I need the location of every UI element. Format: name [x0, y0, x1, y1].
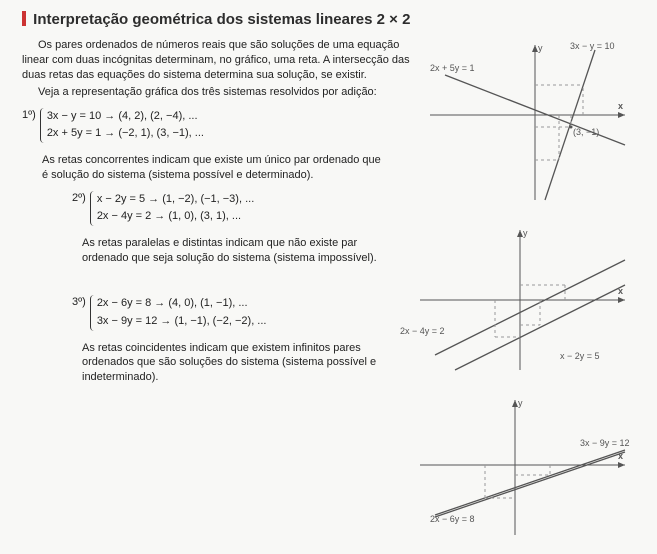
case-3-brace: 2x − 6y = 8 → (4, 0), (1, −1), ... 3x − … — [90, 295, 267, 330]
graph-1-eq2-label: 3x − y = 10 — [570, 40, 615, 52]
case-2-num: 2º) — [72, 191, 86, 206]
graph-2-svg — [400, 225, 635, 375]
intro-para-1: Os pares ordenados de números reais que … — [22, 38, 412, 83]
case-1-explain: As retas concorrentes indicam que existe… — [42, 153, 382, 183]
graph-1-x-label: x — [618, 100, 623, 112]
case-3-explain: As retas coincidentes indicam que existe… — [82, 341, 382, 386]
case-3-eq-1: 2x − 6y = 8 → (4, 0), (1, −1), ... — [97, 295, 267, 313]
graph-1-y-label: y — [538, 42, 543, 54]
title-text: Interpretação geométrica dos sistemas li… — [33, 11, 410, 28]
case-1-eq-1: 3x − y = 10 → (4, 2), (2, −4), ... — [47, 108, 204, 126]
title-accent-bar — [22, 11, 26, 26]
intro-para-2: Veja a representação gráfica dos três si… — [22, 85, 412, 100]
case-1-num: 1º) — [22, 108, 36, 123]
section-title: Interpretação geométrica dos sistemas li… — [22, 10, 639, 30]
case-2-brace: x − 2y = 5 → (1, −2), (−1, −3), ... 2x −… — [90, 191, 254, 226]
graph-1-eq1-label: 2x + 5y = 1 — [430, 62, 475, 74]
case-3-num: 3º) — [72, 295, 86, 310]
graph-3-eq1-label: 3x − 9y = 12 — [580, 437, 630, 449]
graph-2: y x 2x − 4y = 2 x − 2y = 5 — [400, 225, 635, 375]
graph-2-eq2-label: x − 2y = 5 — [560, 350, 600, 362]
graph-1: y x 2x + 5y = 1 3x − y = 10 (3, −1) — [420, 40, 635, 205]
case-1-eq-2: 2x + 5y = 1 → (−2, 1), (3, −1), ... — [47, 125, 204, 143]
page: Interpretação geométrica dos sistemas li… — [0, 0, 657, 554]
case-1-brace: 3x − y = 10 → (4, 2), (2, −4), ... 2x + … — [40, 108, 204, 143]
graph-2-y-label: y — [523, 227, 528, 239]
graph-3: y x 3x − 9y = 12 2x − 6y = 8 — [400, 395, 635, 540]
graph-3-y-label: y — [518, 397, 523, 409]
graph-3-eq2-label: 2x − 6y = 8 — [430, 513, 475, 525]
graph-2-eq1-label: 2x − 4y = 2 — [400, 325, 445, 337]
graph-1-pt-label: (3, −1) — [573, 126, 599, 138]
graph-3-x-label: x — [618, 450, 623, 462]
case-2-eq-1: x − 2y = 5 → (1, −2), (−1, −3), ... — [97, 191, 254, 209]
case-2-explain: As retas paralelas e distintas indicam q… — [82, 236, 382, 266]
graph-2-x-label: x — [618, 285, 623, 297]
case-2-eq-2: 2x − 4y = 2 → (1, 0), (3, 1), ... — [97, 208, 254, 226]
case-3-eq-2: 3x − 9y = 12 → (1, −1), (−2, −2), ... — [97, 313, 267, 331]
